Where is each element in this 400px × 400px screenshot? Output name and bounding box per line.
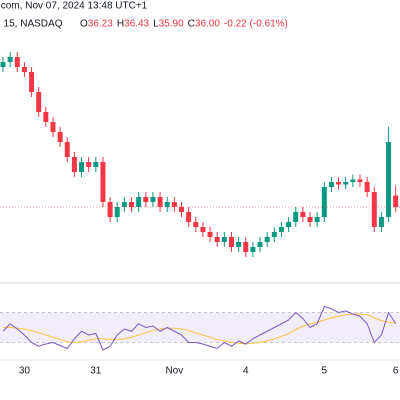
candle-body bbox=[343, 182, 349, 185]
candle-body bbox=[386, 142, 392, 217]
candle-body bbox=[393, 195, 399, 207]
x-tick-label: 4 bbox=[243, 366, 249, 377]
price-change: -0.22 (-0.61%) bbox=[224, 19, 288, 30]
candle-body bbox=[378, 217, 384, 227]
rsi-band bbox=[0, 312, 400, 343]
candle-body bbox=[129, 202, 135, 207]
candle-body bbox=[71, 157, 77, 172]
candle-body bbox=[186, 212, 192, 222]
x-tick-label: 30 bbox=[19, 366, 31, 377]
candle-body bbox=[136, 197, 142, 207]
candle-body bbox=[43, 112, 49, 122]
candle-body bbox=[221, 237, 227, 242]
candle-body bbox=[314, 217, 320, 222]
candle-body bbox=[121, 202, 127, 207]
candle-body bbox=[57, 132, 63, 142]
candle-body bbox=[143, 197, 149, 202]
candle-body bbox=[21, 67, 27, 72]
candle-body bbox=[150, 197, 156, 202]
ohlc-label: O bbox=[80, 19, 88, 30]
ohlc-label: L bbox=[153, 19, 159, 30]
ohlc-value: 36.00 bbox=[195, 19, 220, 30]
candle-body bbox=[171, 202, 177, 207]
candle-body bbox=[114, 207, 120, 217]
ohlc-label: C bbox=[188, 19, 195, 30]
candle-body bbox=[86, 162, 92, 167]
candle-body bbox=[357, 179, 363, 182]
rsi-ma-line bbox=[3, 313, 396, 345]
candle-body bbox=[243, 242, 249, 252]
candle-body bbox=[29, 72, 35, 92]
candle-body bbox=[307, 217, 313, 222]
candle-body bbox=[350, 179, 356, 182]
candle-body bbox=[278, 227, 284, 232]
x-tick-label: Nov bbox=[165, 366, 183, 377]
candle-body bbox=[236, 242, 242, 247]
candle-body bbox=[36, 92, 42, 112]
ohlc-label: H bbox=[117, 19, 124, 30]
candle-body bbox=[93, 162, 99, 167]
candle-body bbox=[257, 242, 263, 247]
candle-body bbox=[100, 162, 106, 202]
candle-body bbox=[207, 232, 213, 237]
candle-body bbox=[271, 232, 277, 237]
candle-body bbox=[50, 122, 56, 132]
ohlc-value: 36.43 bbox=[124, 19, 149, 30]
candle-body bbox=[7, 57, 13, 62]
x-tick-label: 6 bbox=[393, 366, 399, 377]
x-tick-label: 5 bbox=[322, 366, 328, 377]
header-line1: .com, Nov 07, 2024 13:48 UTC+1 bbox=[0, 1, 148, 12]
candle-body bbox=[286, 222, 292, 227]
candle-body bbox=[64, 142, 70, 157]
candle-body bbox=[193, 222, 199, 227]
candle-body bbox=[179, 207, 184, 212]
candle-body bbox=[14, 57, 20, 67]
rsi-line bbox=[2, 305, 397, 351]
candle-body bbox=[107, 202, 113, 217]
candle-body bbox=[0, 62, 6, 67]
ohlc-value: 36.23 bbox=[88, 19, 113, 30]
candle-body bbox=[200, 227, 206, 232]
candle-body bbox=[164, 202, 170, 207]
candle-body bbox=[228, 237, 234, 247]
candle-body bbox=[157, 197, 163, 207]
candle-body bbox=[371, 192, 377, 227]
header-line2: , 15, NASDAQ bbox=[0, 19, 63, 30]
candle-body bbox=[79, 162, 85, 172]
x-tick-label: 31 bbox=[90, 366, 102, 377]
candle-body bbox=[264, 237, 270, 242]
candle-body bbox=[364, 182, 370, 192]
candle-body bbox=[293, 212, 299, 222]
candle-body bbox=[321, 187, 327, 217]
candle-body bbox=[328, 182, 334, 187]
candle-body bbox=[250, 247, 256, 252]
candle-body bbox=[214, 237, 220, 242]
candle-body bbox=[336, 182, 342, 185]
candle-body bbox=[300, 212, 306, 217]
ohlc-value: 35.90 bbox=[159, 19, 184, 30]
